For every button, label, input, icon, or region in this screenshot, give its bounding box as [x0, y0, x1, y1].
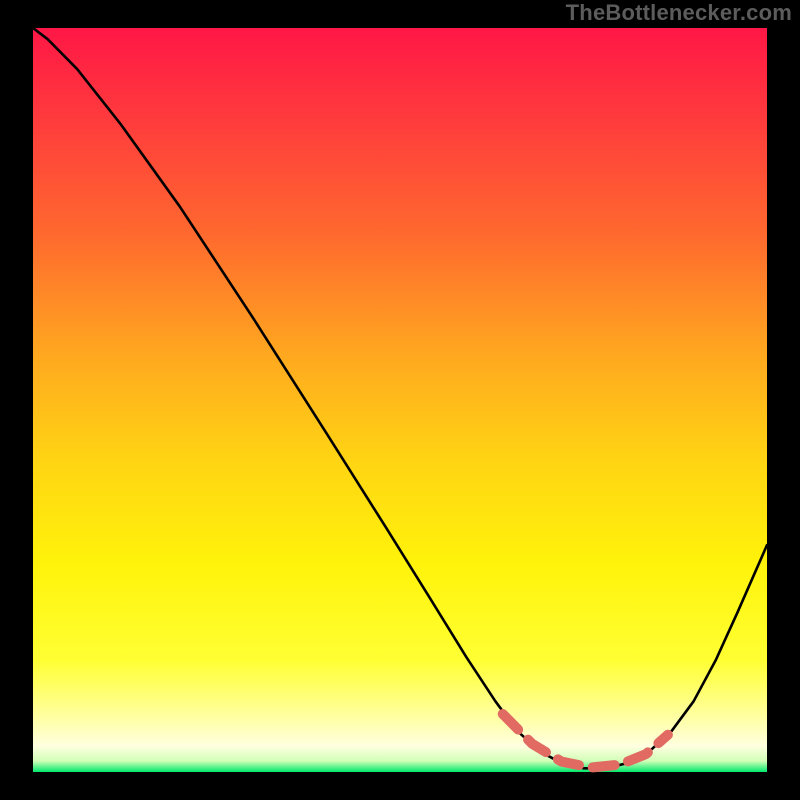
chart-svg — [0, 0, 800, 800]
plot-area-gradient — [33, 28, 767, 772]
chart-stage: TheBottlenecker.com — [0, 0, 800, 800]
watermark-text: TheBottlenecker.com — [566, 0, 792, 26]
